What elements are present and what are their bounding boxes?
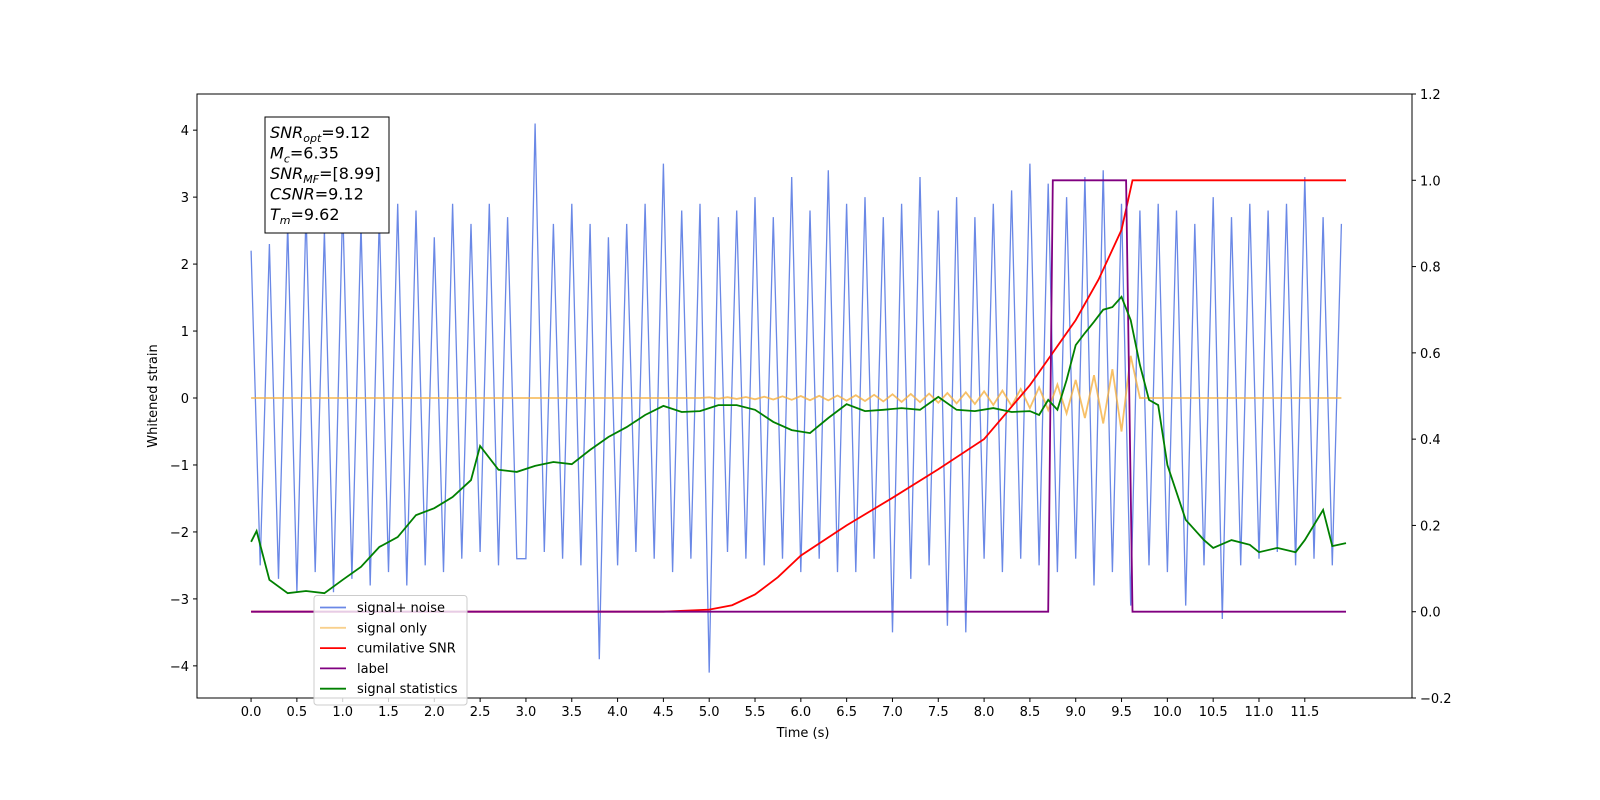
y-tick-label: 1 (181, 325, 189, 340)
stats-value: =9.12 (321, 123, 370, 142)
stats-box-frame (264, 116, 390, 234)
y2-tick-label: 0.0 (1420, 606, 1441, 621)
plot-frame (196, 93, 1413, 699)
y-tick-label: 0 (181, 392, 189, 407)
stats-line: Mc=6.35 (270, 144, 339, 166)
legend-label: signal+ noise (357, 601, 445, 616)
x-tick-label: 11.0 (1245, 705, 1274, 720)
x-tick-label: 4.0 (607, 705, 628, 720)
y-tick-label: −2 (170, 526, 189, 541)
y-tick-label: −4 (170, 660, 189, 675)
stats-symbol: CSNR (270, 185, 315, 204)
stats-subscript: m (280, 214, 291, 227)
y-tick-label: −3 (170, 593, 189, 608)
legend-frame (313, 595, 468, 706)
x-tick-label: 3.0 (516, 705, 537, 720)
stats-subscript: opt (303, 132, 322, 145)
stats-symbol: SNR (270, 123, 303, 142)
stats-value: =9.12 (315, 185, 364, 204)
y2-tick-label: 0.4 (1420, 433, 1441, 448)
y2-tick-label: 0.6 (1420, 347, 1441, 362)
stats-subscript: c (284, 153, 290, 166)
series-line (251, 355, 1342, 432)
legend-label: signal only (357, 621, 427, 636)
y-tick-label: −1 (170, 459, 189, 474)
x-tick-label: 1.0 (332, 705, 353, 720)
x-tick-label: 6.5 (836, 705, 857, 720)
y2-tick-label: 1.2 (1420, 88, 1441, 103)
stats-line: Tm=9.62 (270, 205, 340, 227)
stats-value: =6.35 (290, 144, 339, 163)
y2-tick-label: 0.8 (1420, 261, 1441, 276)
x-tick-label: 8.5 (1020, 705, 1041, 720)
x-tick-label: 9.0 (1065, 705, 1086, 720)
y2-tick-label: −0.2 (1420, 692, 1452, 707)
x-tick-label: 0.5 (287, 705, 308, 720)
x-tick-label: 5.5 (745, 705, 766, 720)
x-tick-label: 7.0 (882, 705, 903, 720)
x-tick-label: 10.0 (1153, 705, 1182, 720)
y-axis-label: Whitened strain (146, 344, 161, 447)
x-tick-label: 2.5 (470, 705, 491, 720)
x-tick-label: 3.5 (561, 705, 582, 720)
legend: signal+ noise signal only cumilative SNR la… (313, 595, 468, 706)
x-tick-label: 1.5 (378, 705, 399, 720)
x-tick-label: 6.0 (790, 705, 811, 720)
y2-tick-label: 1.0 (1420, 174, 1441, 189)
legend-label: cumilative SNR (357, 642, 456, 657)
stats-symbol: T (270, 205, 281, 224)
y-tick-label: 3 (181, 191, 189, 206)
legend-label: label (357, 662, 388, 677)
stats-symbol: SNR (270, 164, 303, 183)
x-tick-label: 0.0 (241, 705, 262, 720)
x-tick-label: 7.5 (928, 705, 949, 720)
y-tick-label: 2 (181, 258, 189, 273)
x-tick-label: 2.0 (424, 705, 445, 720)
y2-tick-label: 0.2 (1420, 519, 1441, 534)
x-axis-label: Time (s) (776, 726, 830, 741)
stats-line: SNRMF=[8.99] (270, 164, 381, 186)
series-line (250, 295, 1347, 595)
series-line (250, 123, 1343, 673)
x-tick-label: 11.5 (1290, 705, 1319, 720)
x-tick-label: 10.5 (1199, 705, 1228, 720)
stats-symbol: M (270, 144, 284, 163)
stats-value: =9.62 (291, 205, 340, 224)
stats-line: SNRopt=9.12 (270, 123, 370, 145)
stats-subscript: MF (303, 173, 319, 186)
x-tick-label: 8.0 (974, 705, 995, 720)
x-tick-label: 4.5 (653, 705, 674, 720)
legend-label: signal statistics (357, 682, 458, 697)
x-tick-label: 5.0 (699, 705, 720, 720)
series-line (251, 179, 1346, 613)
y-tick-label: 4 (181, 124, 189, 139)
x-tick-label: 9.5 (1111, 705, 1132, 720)
stats-value: =[8.99] (319, 164, 381, 183)
stats-line: CSNR=9.12 (270, 185, 364, 204)
stats-box: SNRopt=9.12Mc=6.35SNRMF=[8.99]CSNR=9.12T… (264, 116, 390, 234)
